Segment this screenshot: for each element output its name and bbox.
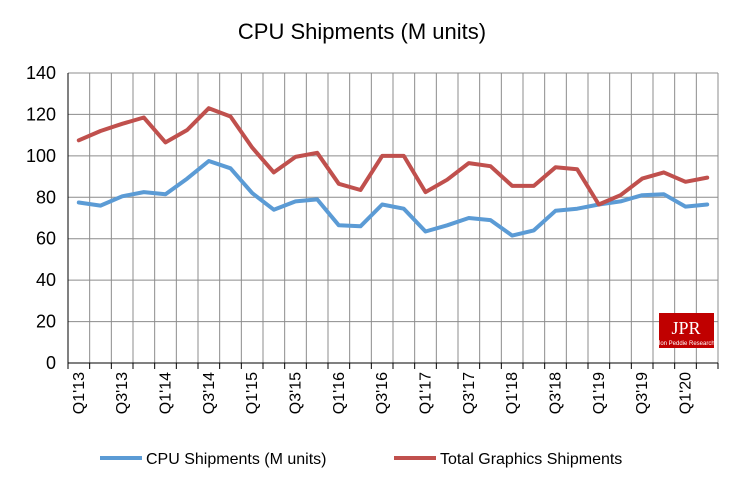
series-line-1	[76, 106, 710, 207]
x-tick-label: Q1'18	[504, 372, 521, 414]
logo-background	[659, 313, 714, 348]
y-tick-label: 140	[26, 63, 56, 83]
logo-subtext: Jon Peddie Research	[657, 341, 714, 347]
x-tick-label: Q3'16	[374, 372, 391, 414]
chart-title: CPU Shipments (M units)	[238, 19, 486, 44]
y-tick-label: 20	[36, 312, 56, 332]
y-tick-label: 80	[36, 187, 56, 207]
grid	[67, 72, 719, 369]
x-tick-label: Q1'19	[591, 372, 608, 414]
x-tick-label: Q1'16	[331, 372, 348, 414]
x-tick-label: Q1'17	[418, 372, 435, 414]
y-axis-ticks: 0 20 40 60 80 100 120 140	[26, 63, 56, 373]
x-tick-label: Q1'14	[158, 372, 175, 414]
series-layer	[76, 106, 710, 238]
x-tick-label: Q3'15	[288, 372, 305, 414]
jpr-logo: JPR Jon Peddie Research	[657, 313, 715, 348]
x-tick-label: Q1'20	[678, 372, 695, 414]
legend-label: CPU Shipments (M units)	[146, 451, 327, 468]
x-tick-label: Q3'17	[461, 372, 478, 414]
y-tick-label: 100	[26, 146, 56, 166]
legend-label: Total Graphics Shipments	[440, 451, 622, 468]
x-tick-label: Q3'18	[548, 372, 565, 414]
logo-text: JPR	[671, 318, 700, 338]
x-tick-label: Q3'14	[201, 372, 218, 414]
y-tick-label: 120	[26, 104, 56, 124]
x-axis-ticks: Q1'13 Q3'13 Q1'14 Q3'14 Q1'15 Q3'15 Q1'16 Q3'16…	[71, 372, 695, 414]
x-tick-label: Q1'13	[71, 372, 88, 414]
x-tick-label: Q3'19	[634, 372, 651, 414]
legend: CPU Shipments (M units) Total Graphics Sh…	[100, 451, 622, 468]
x-tick-label: Q1'15	[244, 372, 261, 414]
y-tick-label: 60	[36, 229, 56, 249]
x-tick-label: Q3'13	[114, 372, 131, 414]
y-tick-label: 40	[36, 270, 56, 290]
y-tick-label: 0	[46, 353, 56, 373]
